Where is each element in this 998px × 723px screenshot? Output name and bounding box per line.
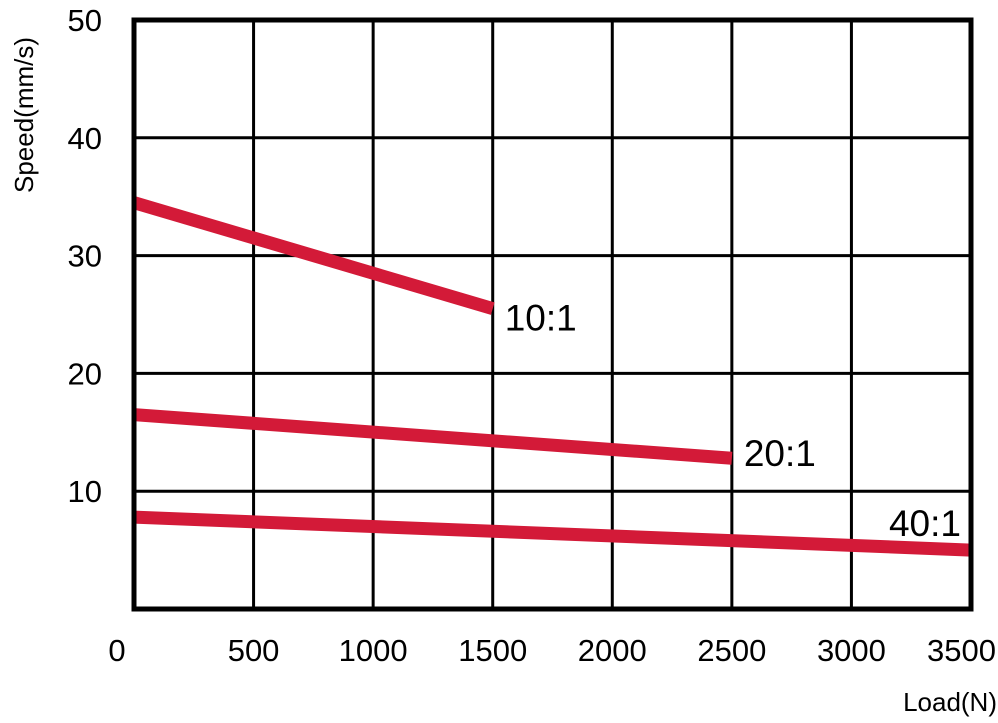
x-tick-label: 0 [108,633,125,668]
series-label: 10:1 [505,298,577,339]
y-tick-label: 40 [68,121,102,156]
y-tick-label: 30 [68,239,102,274]
x-tick-label: 1500 [458,633,527,668]
plot-frame [131,17,974,612]
y-tick-label: 10 [68,474,102,509]
x-tick-label: 500 [228,633,280,668]
y-axis-title: Speed(mm/s) [9,37,39,193]
series-lines [132,196,972,557]
series-label: 40:1 [889,503,961,544]
x-tick-label: 3000 [817,633,886,668]
x-tick-labels: 0 500 1000 1500 2000 2500 3000 3500 [108,633,996,668]
x-axis-title: Load(N) [903,687,997,717]
x-tick-label: 3500 [927,633,996,668]
x-tick-label: 2000 [578,633,647,668]
y-tick-label: 50 [68,3,102,38]
series-line-20-1 [133,408,733,465]
y-tick-labels: 10 20 30 40 50 [68,3,102,509]
grid [134,20,971,609]
y-tick-label: 20 [68,356,102,391]
series-label: 20:1 [744,433,816,474]
series-labels: 10:1 20:1 40:1 [505,298,961,544]
series-line-40-1 [133,510,972,557]
series-line-10-1 [132,196,495,315]
x-tick-label: 1000 [339,633,408,668]
x-tick-label: 2500 [697,633,766,668]
